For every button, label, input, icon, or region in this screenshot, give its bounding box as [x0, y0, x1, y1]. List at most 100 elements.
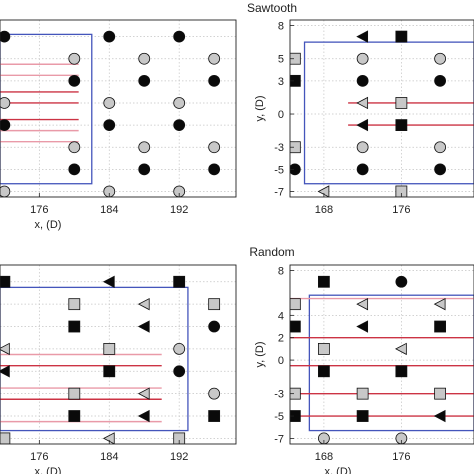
turbine-marker-triangle	[0, 365, 10, 378]
y-tick-label: -5	[274, 164, 284, 176]
turbine-marker-square	[68, 387, 81, 400]
section-title-random: Random	[249, 245, 294, 259]
turbine-marker-square	[395, 97, 408, 109]
subplots-group: 176 184 192 x, (D) 168 176 8 5 3 0 -3 -5 -7 y, (D) 176…	[0, 19, 474, 474]
turbine-marker-circle	[290, 163, 301, 176]
turbine-marker-circle	[138, 163, 151, 176]
turbine-marker-triangle	[356, 118, 369, 132]
y-tick-label: -5	[274, 411, 284, 423]
turbine-marker-square	[290, 410, 301, 422]
turbine-marker-triangle	[0, 342, 10, 356]
turbine-marker-circle	[173, 97, 186, 109]
turbine-marker-square	[68, 320, 81, 333]
turbine-marker-square	[356, 387, 369, 400]
turbine-marker-square	[290, 298, 301, 311]
axes-frame	[289, 19, 474, 198]
turbine-marker-circle	[208, 163, 221, 176]
domain-boundary	[303, 41, 474, 185]
x-axis-label: x, (D)	[35, 219, 62, 231]
y-axis-label: y, (D)	[254, 95, 266, 121]
turbine-marker-circle	[356, 141, 369, 154]
x-axis-label: x, (D)	[325, 466, 352, 474]
turbine-marker-circle	[173, 30, 186, 43]
x-axis-label: x, (D)	[35, 466, 62, 474]
turbine-marker-circle	[434, 141, 447, 154]
turbine-marker-square	[290, 320, 301, 333]
turbine-marker-circle	[173, 365, 186, 378]
x-tick-label: 192	[170, 451, 188, 463]
turbine-marker-triangle	[137, 297, 150, 311]
turbine-marker-triangle	[356, 30, 369, 43]
y-tick-label: 2	[278, 333, 284, 345]
turbine-marker-square	[290, 74, 301, 87]
section-title-sawtooth: Sawtooth	[247, 1, 297, 15]
turbine-marker-square	[317, 343, 330, 355]
turbine-marker-triangle	[137, 387, 150, 400]
axes-frame	[0, 19, 237, 198]
turbine-marker-square	[434, 387, 447, 400]
turbine-marker-circle	[138, 52, 151, 65]
turbine-marker-circle	[208, 52, 221, 65]
turbine-marker-square	[317, 365, 330, 378]
turbine-marker-square	[395, 365, 408, 378]
turbine-marker-circle	[103, 97, 116, 109]
turbine-marker-square	[434, 320, 447, 333]
domain-boundary	[0, 33, 93, 185]
turbine-marker-square	[103, 343, 116, 355]
turbine-marker-square	[290, 52, 301, 65]
y-tick-label: 0	[278, 109, 284, 121]
subplot-sawtooth_left: 176 184 192 x, (D)	[0, 19, 237, 231]
turbine-marker-circle	[356, 163, 369, 176]
x-tick-label: 176	[392, 204, 410, 216]
turbine-marker-circle	[208, 320, 221, 333]
turbine-marker-triangle	[356, 297, 369, 311]
y-tick-label: -3	[274, 389, 284, 401]
turbine-marker-square	[356, 410, 369, 422]
turbine-marker-square	[173, 275, 186, 288]
turbine-marker-triangle	[395, 342, 407, 356]
turbine-marker-square	[290, 141, 301, 154]
subplot-sawtooth_right: 168 176 8 5 3 0 -3 -5 -7 y, (D)	[254, 19, 474, 216]
x-tick-label: 192	[170, 204, 188, 216]
turbine-marker-triangle	[102, 275, 115, 288]
y-tick-label: 8	[278, 21, 284, 33]
plot-area	[0, 275, 221, 444]
plot-area	[0, 30, 221, 197]
turbine-marker-circle	[68, 52, 81, 65]
turbine-marker-circle	[0, 119, 11, 131]
turbine-marker-circle	[68, 163, 81, 176]
y-tick-label: 4	[278, 310, 284, 322]
x-tick-label: 176	[30, 451, 48, 463]
turbine-marker-triangle	[433, 297, 446, 311]
turbine-marker-circle	[138, 74, 151, 87]
turbine-marker-circle	[356, 74, 369, 87]
turbine-marker-square	[395, 119, 408, 131]
turbine-marker-square	[208, 298, 221, 311]
turbine-marker-square	[395, 30, 408, 43]
turbine-marker-triangle	[356, 320, 369, 333]
turbine-marker-circle	[0, 185, 11, 197]
y-tick-label: -7	[274, 433, 284, 445]
turbine-marker-square	[208, 410, 221, 422]
turbine-marker-circle	[434, 163, 447, 176]
turbine-marker-circle	[0, 30, 11, 43]
turbine-marker-square	[103, 365, 116, 378]
turbine-marker-circle	[103, 119, 116, 131]
turbine-marker-circle	[395, 275, 408, 288]
y-axis-label: y, (D)	[254, 341, 266, 367]
turbine-marker-square	[0, 432, 11, 444]
turbine-marker-square	[68, 410, 81, 422]
x-tick-label: 184	[100, 451, 118, 463]
turbine-marker-square	[68, 298, 81, 311]
turbine-marker-circle	[103, 30, 116, 43]
x-tick-label: 176	[30, 204, 48, 216]
turbine-marker-square	[317, 275, 330, 288]
turbine-marker-circle	[138, 141, 151, 154]
turbine-marker-circle	[434, 74, 447, 87]
turbine-marker-circle	[173, 343, 186, 355]
turbine-marker-circle	[208, 387, 221, 400]
axes-frame	[0, 264, 237, 445]
turbine-marker-circle	[68, 141, 81, 154]
turbine-marker-triangle	[137, 409, 150, 423]
